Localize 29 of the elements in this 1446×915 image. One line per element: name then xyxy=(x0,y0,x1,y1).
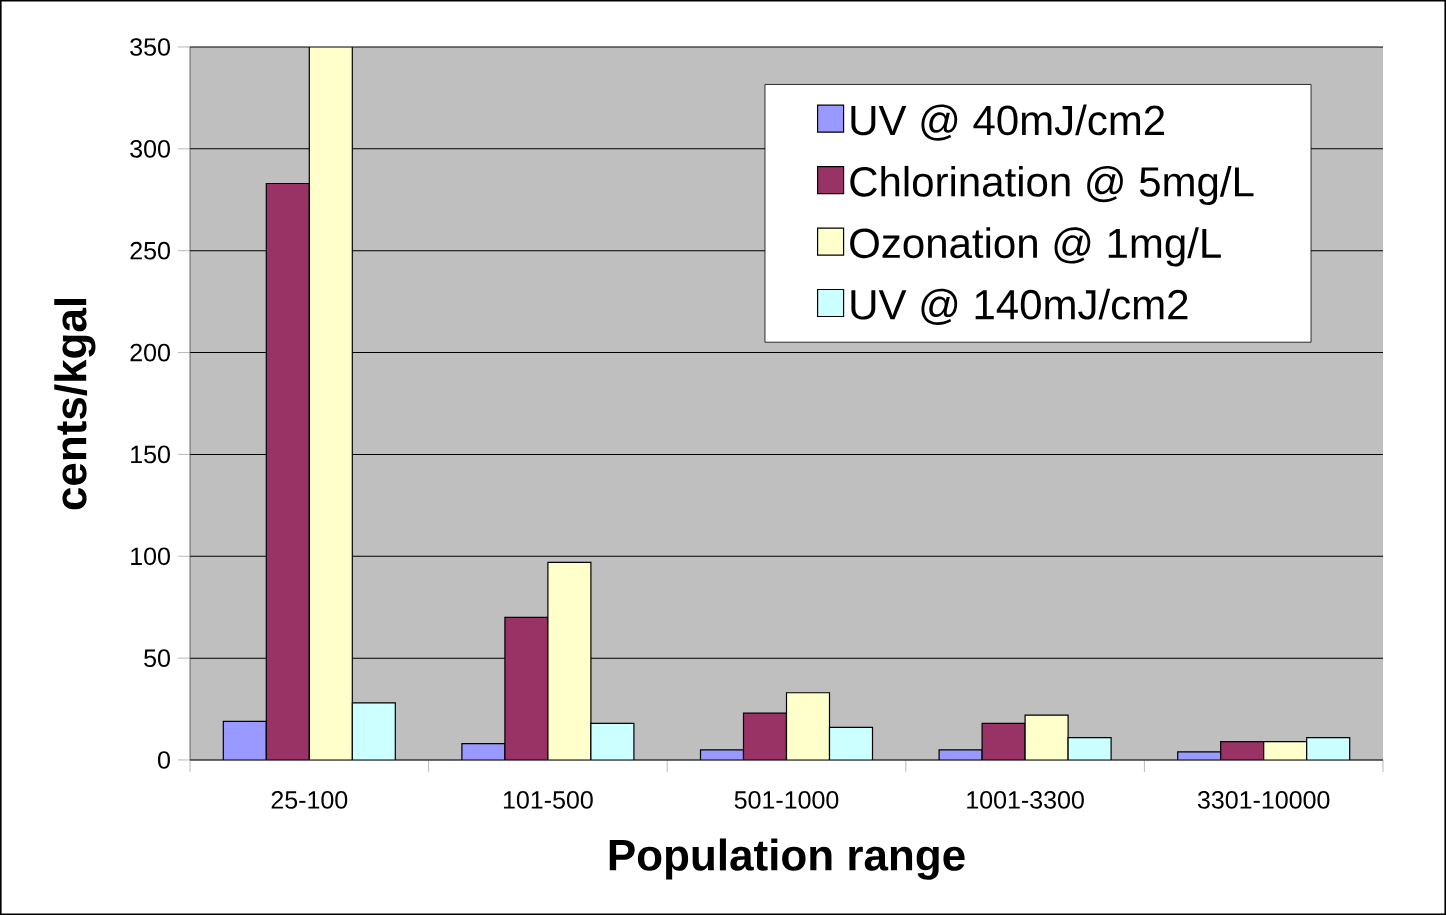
legend-label: UV @ 140mJ/cm2 xyxy=(851,288,1188,325)
legend-label: Chlorination @ 5mg/L xyxy=(850,165,1254,206)
x-tick-label: 3301-10000 xyxy=(1197,791,1330,809)
bar xyxy=(590,722,635,760)
y-tick-label: 200 xyxy=(130,343,170,362)
bar xyxy=(828,726,874,760)
bar xyxy=(1024,714,1069,760)
legend-label: Ozonation @ 1mg/L xyxy=(850,227,1221,267)
bar xyxy=(308,46,353,760)
y-axis-title: cents/kgal xyxy=(54,299,96,510)
x-tick-label: 501-1000 xyxy=(734,791,839,809)
y-tick-label: 250 xyxy=(130,241,170,260)
x-axis-title: Population range xyxy=(609,838,965,880)
bar xyxy=(222,720,267,760)
bar xyxy=(1306,736,1351,760)
bar xyxy=(547,561,592,760)
y-tick-label: 150 xyxy=(131,445,170,464)
y-tick-label: 300 xyxy=(130,140,170,158)
y-tick-label: 0 xyxy=(158,751,170,769)
y-tick-label: 50 xyxy=(144,649,170,667)
legend-label: UV @ 40mJ/cm2 xyxy=(851,104,1165,141)
bar xyxy=(1263,741,1308,760)
x-tick-label: 101-500 xyxy=(503,791,593,809)
bar xyxy=(785,692,831,760)
y-tick-label: 350 xyxy=(130,38,170,56)
x-tick-label: 25-100 xyxy=(271,791,348,809)
x-tick-label: 1001-3300 xyxy=(967,791,1084,809)
y-tick-label: 100 xyxy=(131,547,170,566)
bar xyxy=(351,702,396,760)
